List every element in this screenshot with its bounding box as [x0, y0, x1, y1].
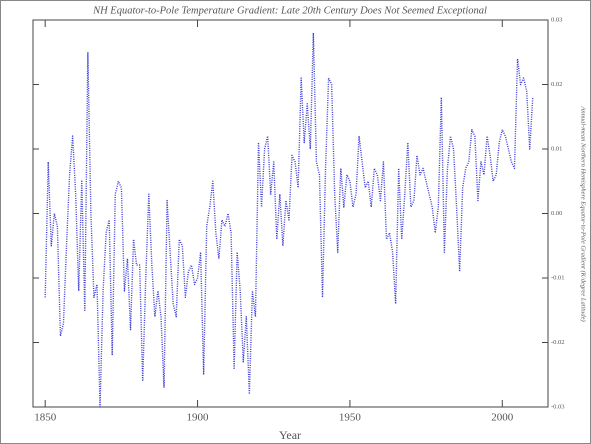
- y-axis-label: Annual-mean Northern Hemisphere Equator-…: [580, 105, 587, 321]
- x-tick-label: 2000: [491, 412, 514, 424]
- y-tick-label: -0.03: [551, 403, 565, 410]
- x-axis-label: Year: [279, 428, 301, 442]
- data-line: [44, 32, 534, 408]
- chart-title: NH Equator-to-Pole Temperature Gradient:…: [92, 5, 487, 16]
- y-tick-label: 0.03: [551, 16, 562, 23]
- x-tick-label: 1850: [34, 412, 57, 424]
- y-tick-label: -0.01: [551, 274, 565, 281]
- x-tick-label: 1900: [187, 412, 210, 424]
- y-tick-label: -0.02: [551, 339, 565, 346]
- x-tick-label: 1950: [339, 412, 362, 424]
- y-tick-label: 0.01: [551, 145, 562, 152]
- y-tick-label: 0.00: [551, 210, 562, 217]
- y-tick-label: 0.02: [551, 81, 562, 88]
